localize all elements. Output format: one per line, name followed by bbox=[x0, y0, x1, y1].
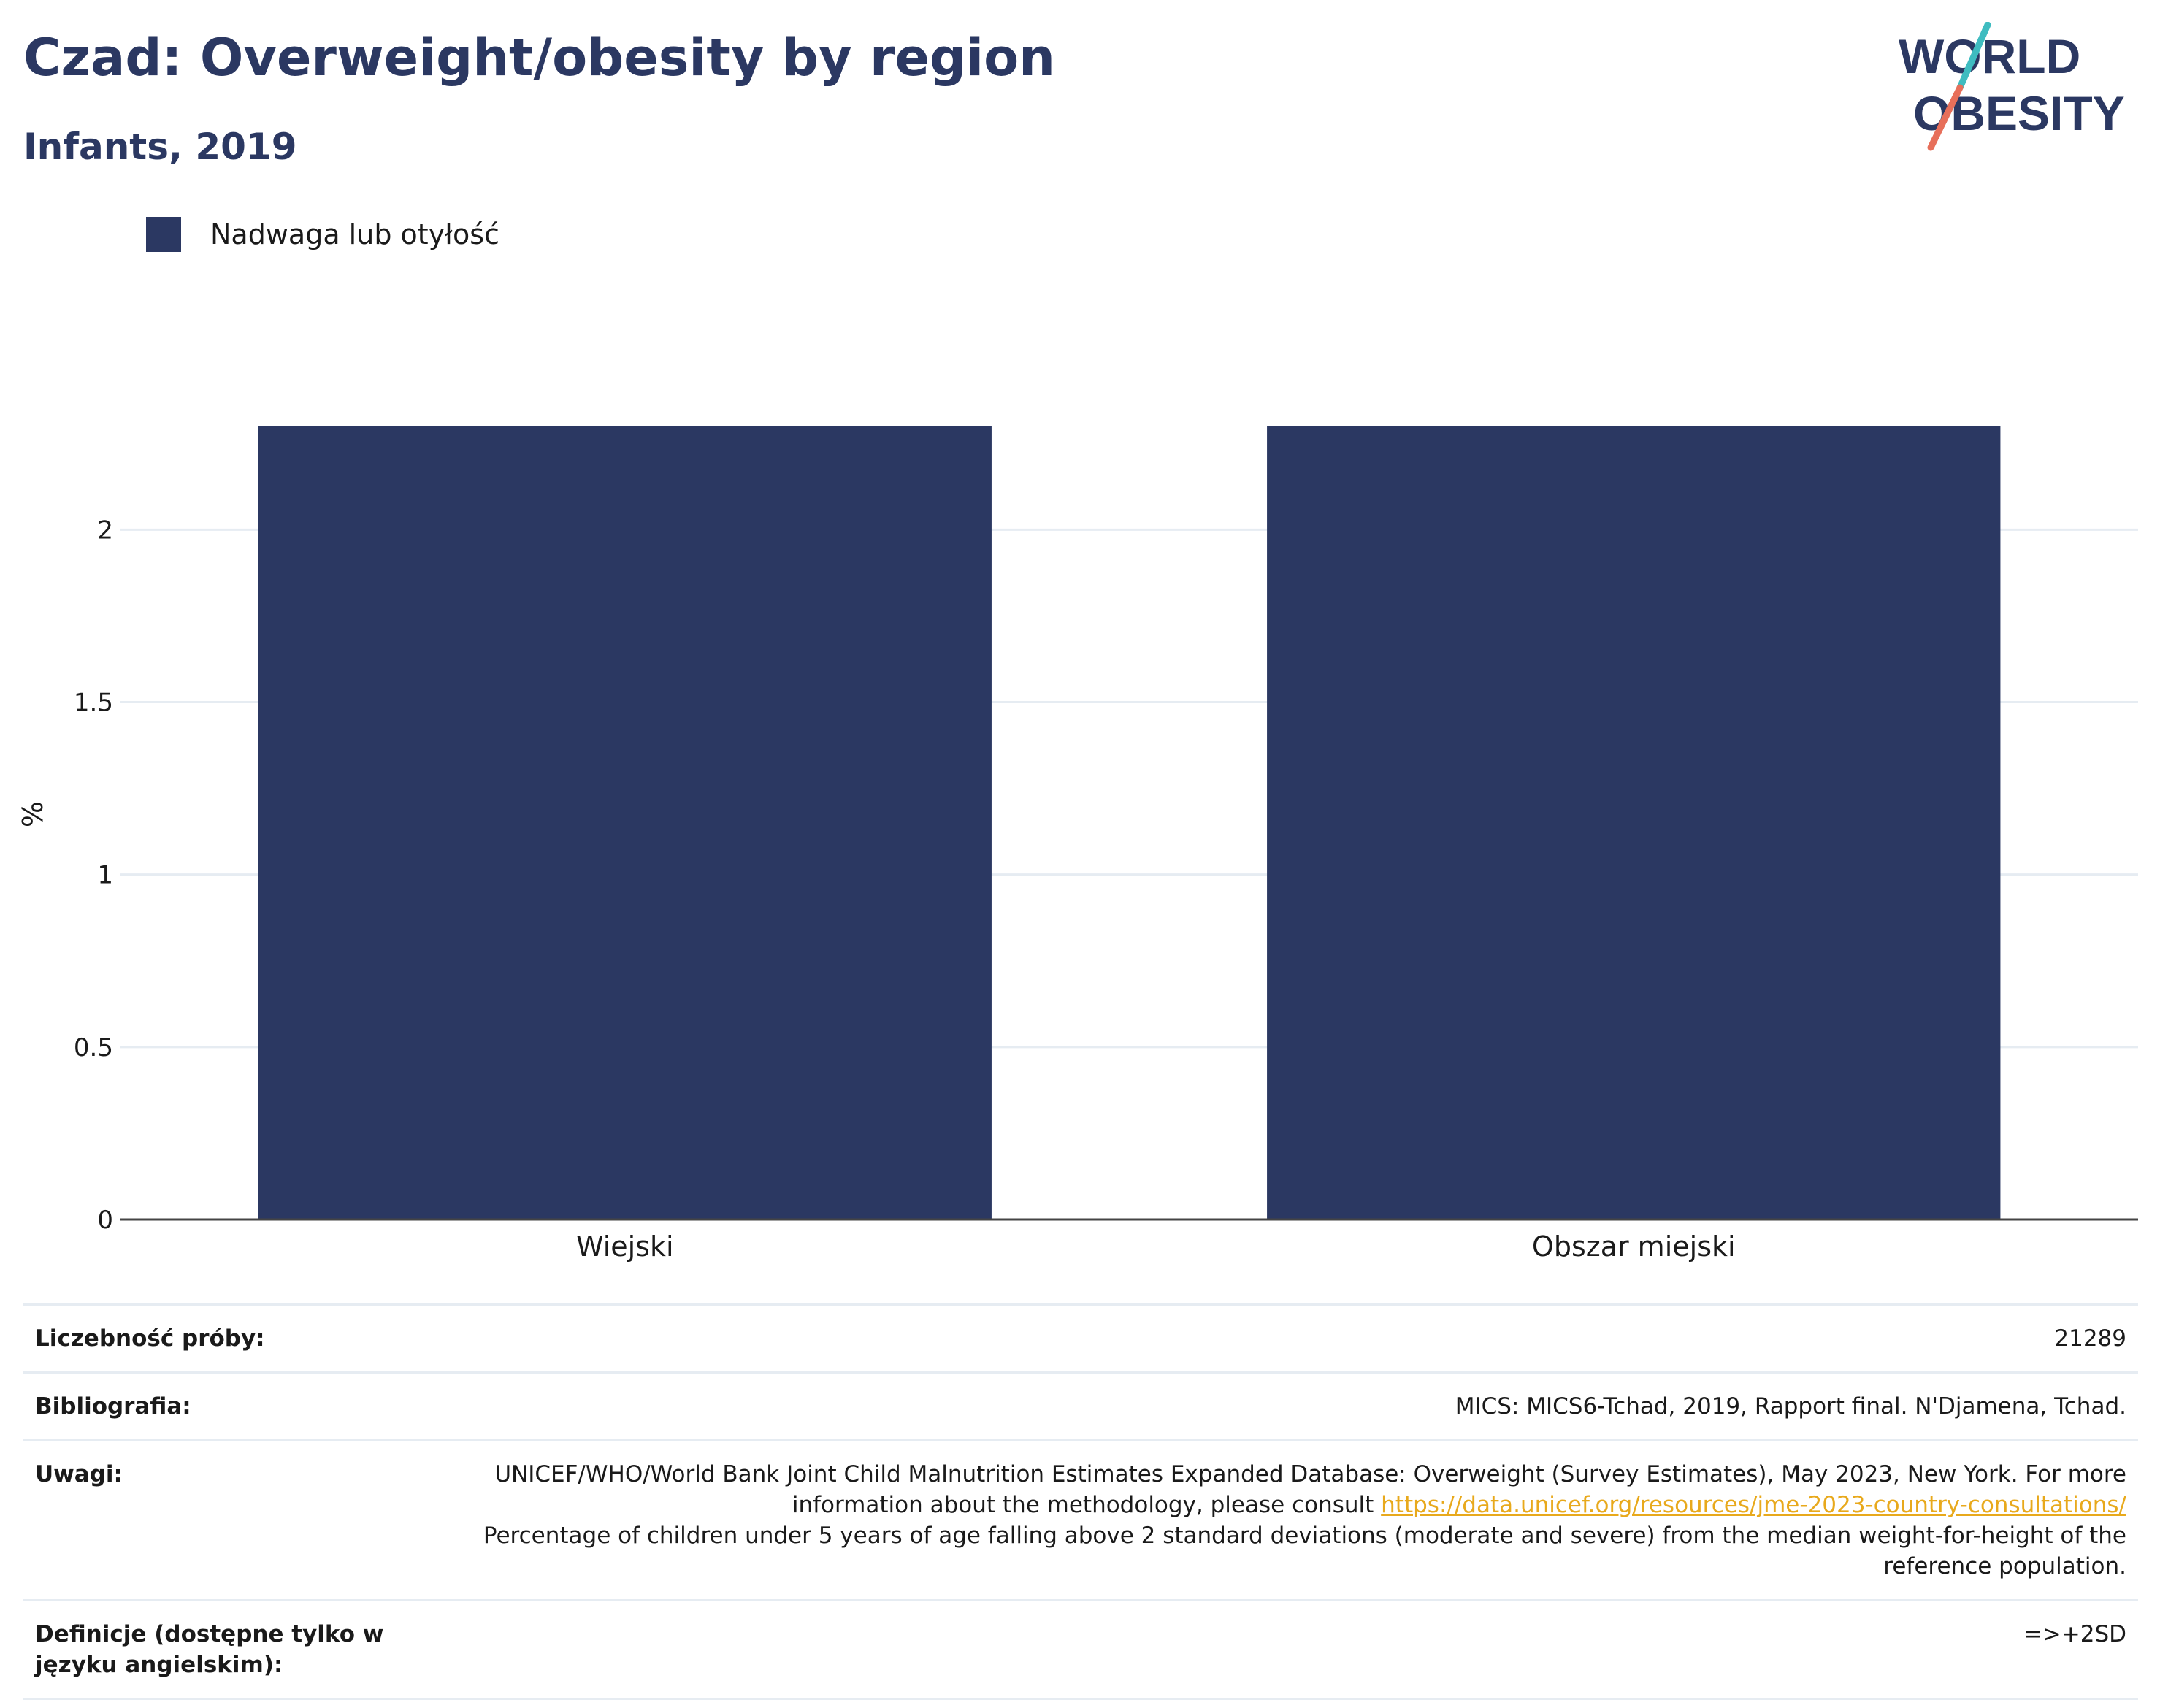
bar bbox=[258, 426, 992, 1220]
bar bbox=[1267, 426, 2001, 1220]
notes-definition-text: Percentage of children under 5 years of … bbox=[483, 1523, 2126, 1579]
info-row-notes: Uwagi: UNICEF/WHO/World Bank Joint Child… bbox=[23, 1440, 2138, 1601]
logo-word-world: WORLD bbox=[1899, 29, 2080, 83]
x-tick-label: Obszar miejski bbox=[1532, 1230, 1736, 1263]
notes-text: UNICEF/WHO/World Bank Joint Child Malnut… bbox=[494, 1461, 2126, 1518]
chart-legend[interactable]: Nadwaga lub otyłość bbox=[146, 217, 499, 252]
x-tick-label: Wiejski bbox=[576, 1230, 674, 1263]
methodology-link[interactable]: https://data.unicef.org/resources/jme-20… bbox=[1381, 1492, 2126, 1518]
info-row-bibliography: Bibliografia: MICS: MICS6-Tchad, 2019, R… bbox=[23, 1372, 2138, 1441]
chart-title: Czad: Overweight/obesity by region bbox=[23, 28, 1055, 88]
sample-size-value: 21289 bbox=[2054, 1325, 2126, 1352]
y-tick-label: 0.5 bbox=[74, 1033, 113, 1062]
info-row-sample-size: Liczebność próby: 21289 bbox=[23, 1304, 2138, 1373]
bar-chart: 0 0.5 1 1.5 2 Wiejski Obszar miejski% bbox=[17, 426, 2138, 1263]
sample-size-label: Liczebność próby: bbox=[35, 1325, 265, 1352]
logo-slash-coral bbox=[1927, 84, 1964, 151]
definitions-label: Definicje (dostępne tylko w języku angie… bbox=[35, 1621, 384, 1678]
y-tick-label: 0 bbox=[97, 1206, 113, 1235]
world-obesity-logo: WORLD OBESITY bbox=[1899, 22, 2125, 151]
y-tick-label: 1.5 bbox=[74, 688, 113, 717]
bibliography-value: MICS: MICS6-Tchad, 2019, Rapport final. … bbox=[1455, 1393, 2126, 1420]
definitions-value: =>+2SD bbox=[2023, 1621, 2126, 1647]
bibliography-label: Bibliografia: bbox=[35, 1393, 191, 1420]
info-row-definitions: Definicje (dostępne tylko w języku angie… bbox=[23, 1600, 2138, 1699]
y-tick-label: 2 bbox=[97, 516, 113, 545]
y-axis-label: % bbox=[17, 801, 49, 827]
y-tick-label: 1 bbox=[97, 861, 113, 890]
chart-subtitle: Infants, 2019 bbox=[23, 126, 297, 168]
legend-label: Nadwaga lub otyłość bbox=[210, 218, 499, 250]
legend-swatch bbox=[146, 217, 181, 252]
info-table: Liczebność próby: 21289 Bibliografia: MI… bbox=[23, 1303, 2138, 1700]
notes-label: Uwagi: bbox=[35, 1461, 123, 1487]
notes-value: UNICEF/WHO/World Bank Joint Child Malnut… bbox=[470, 1441, 2138, 1601]
logo-slash-teal bbox=[1956, 22, 1991, 91]
